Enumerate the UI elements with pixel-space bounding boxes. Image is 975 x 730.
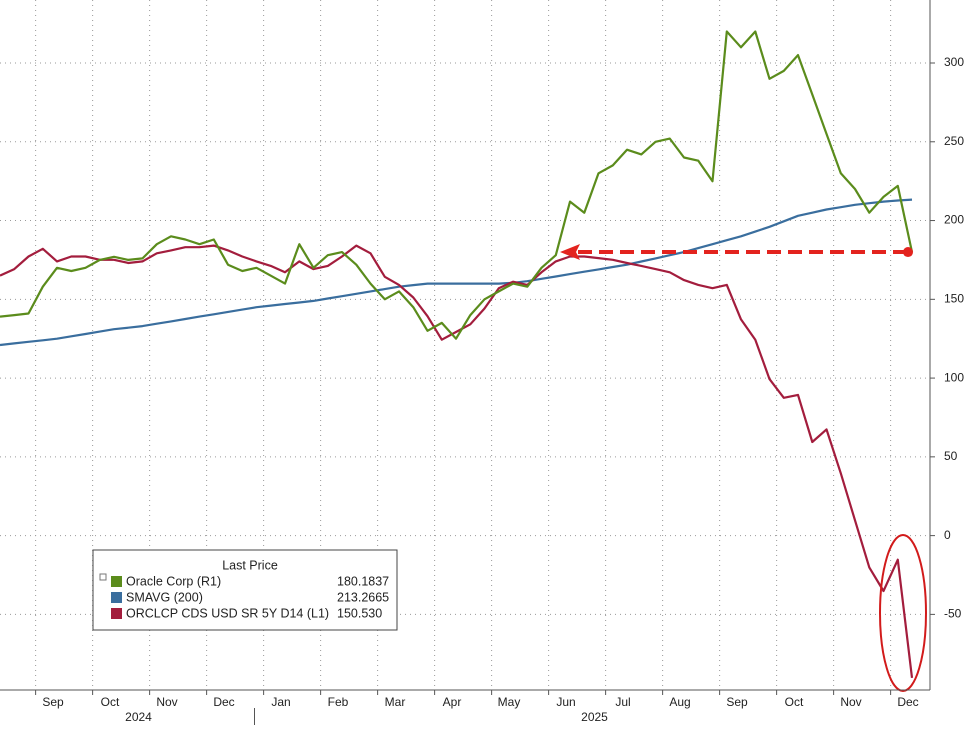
y-tick-label: 150 <box>944 291 964 305</box>
highlight-ellipse <box>879 534 927 692</box>
y-tick-label: 50 <box>944 449 958 463</box>
legend-value: 150.530 <box>337 606 382 620</box>
series-line <box>0 244 914 679</box>
series-line <box>0 198 913 347</box>
x-tick-label: Dec <box>897 695 918 709</box>
y-tick-label: -50 <box>944 607 962 621</box>
x-tick-label: Oct <box>785 695 804 709</box>
x-tick-label: Dec <box>213 695 234 709</box>
legend: Last Price Oracle Corp (R1) 180.1837 SMAVG… <box>92 549 398 631</box>
legend-icon <box>99 573 107 581</box>
plot-lines <box>0 30 914 679</box>
legend-label: ORCLCP CDS USD SR 5Y D14 (L1) <box>126 606 329 620</box>
x-tick-label: Mar <box>385 695 406 709</box>
legend-label: Oracle Corp (R1) <box>126 574 221 588</box>
x-tick-label: Aug <box>669 695 690 709</box>
y-tick-label: 0 <box>944 528 951 542</box>
legend-box <box>92 549 398 631</box>
x-tick-label: Apr <box>443 695 462 709</box>
x-tick-label: Jan <box>271 695 290 709</box>
x-tick-label: Oct <box>101 695 120 709</box>
legend-swatch <box>111 608 122 619</box>
x-tick-label: May <box>498 695 521 709</box>
x-tick-label: Jun <box>556 695 575 709</box>
axes: -50 0 50 100 150 200 250 300 Sep Oct Nov Dec Jan Feb M… <box>35 55 964 725</box>
legend-swatch <box>111 592 122 603</box>
x-tick-label: Nov <box>840 695 861 709</box>
year-label: 2025 <box>581 710 608 724</box>
x-tick-label: Nov <box>156 695 177 709</box>
legend-title: Last Price <box>222 558 278 572</box>
x-tick-label: Feb <box>328 695 349 709</box>
annotation-arrowhead <box>560 244 580 261</box>
series-line <box>0 30 914 340</box>
legend-value: 213.2665 <box>337 590 389 604</box>
legend-swatch <box>111 576 122 587</box>
x-tick-label: Sep <box>42 695 64 709</box>
x-tick-label: Sep <box>726 695 748 709</box>
y-tick-label: 300 <box>944 55 964 69</box>
y-tick-label: 100 <box>944 370 964 384</box>
x-tick-label: Jul <box>615 695 630 709</box>
legend-value: 180.1837 <box>337 574 389 588</box>
legend-label: SMAVG (200) <box>126 590 203 604</box>
year-label: 2024 <box>125 710 152 724</box>
y-tick-label: 250 <box>944 134 964 148</box>
annotations <box>560 244 927 692</box>
y-tick-label: 200 <box>944 213 964 227</box>
annotation-dot <box>903 247 913 258</box>
